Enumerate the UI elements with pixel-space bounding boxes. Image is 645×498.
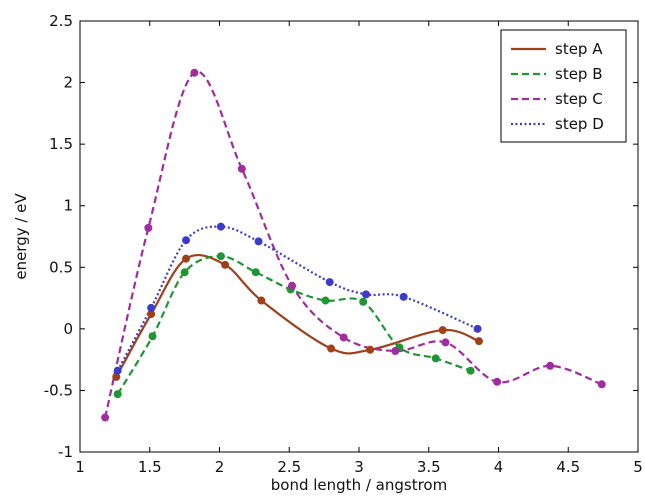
data-point-step-c <box>493 377 502 386</box>
y-tick-label: -1 <box>58 443 73 461</box>
data-point-step-c <box>391 347 400 356</box>
data-point-step-c <box>597 380 606 389</box>
data-point-step-d <box>325 278 334 287</box>
data-point-step-d <box>399 292 408 301</box>
x-tick-label: 3.5 <box>417 458 441 476</box>
y-axis-label: energy / eV <box>12 193 30 280</box>
y-tick-label: 2.5 <box>49 12 73 30</box>
data-point-step-c <box>144 223 153 232</box>
x-tick-label: 3 <box>354 458 364 476</box>
points-layer <box>101 68 606 422</box>
data-point-step-c <box>546 361 555 370</box>
y-tick-label: 1.5 <box>49 135 73 153</box>
data-point-step-a <box>366 345 375 354</box>
data-point-step-b <box>321 296 330 305</box>
data-point-step-c <box>288 281 297 290</box>
data-point-step-c <box>101 413 110 422</box>
data-point-step-d <box>182 236 191 245</box>
data-point-step-a <box>182 254 191 263</box>
data-point-step-d <box>216 222 225 231</box>
axis-ticks: 1 1.5 2 2.5 3 3.5 4 4.5 5 -1 -0.5 0 0.5 1 1.5 2 2.5 <box>44 12 643 476</box>
data-point-step-a <box>112 372 121 381</box>
legend-label-step-a: step A <box>555 40 603 58</box>
y-tick-label: 2 <box>63 74 73 92</box>
data-point-step-a <box>257 296 266 305</box>
data-point-step-d <box>361 290 370 299</box>
data-point-step-a <box>147 310 156 319</box>
data-point-step-b <box>359 297 368 306</box>
data-point-step-c <box>190 68 199 77</box>
data-point-step-d <box>113 366 122 375</box>
data-point-step-c <box>237 164 246 173</box>
legend: step A step B step C step D <box>500 29 627 143</box>
data-point-step-b <box>113 390 122 399</box>
data-point-step-a <box>221 260 230 269</box>
x-tick-label: 2.5 <box>277 458 301 476</box>
y-tick-label: -0.5 <box>44 381 73 399</box>
series-line-step-a <box>115 254 480 378</box>
data-point-step-b <box>431 354 440 363</box>
data-point-step-a <box>438 326 447 335</box>
x-tick-label: 4 <box>494 458 504 476</box>
series-line-step-d <box>116 225 479 372</box>
x-tick-label: 5 <box>633 458 643 476</box>
data-point-step-b <box>180 268 189 277</box>
data-point-step-b <box>216 252 225 261</box>
y-tick-label: 0.5 <box>49 258 73 276</box>
y-tick-label: 1 <box>63 197 73 215</box>
x-tick-label: 1.5 <box>138 458 162 476</box>
legend-label-step-c: step C <box>555 90 603 108</box>
data-point-step-b <box>251 268 260 277</box>
data-point-step-c <box>339 333 348 342</box>
data-point-step-d <box>147 303 156 312</box>
data-point-step-b <box>466 366 475 375</box>
data-point-step-d <box>473 324 482 333</box>
x-tick-label: 1 <box>75 458 85 476</box>
data-point-step-a <box>327 344 336 353</box>
legend-label-step-b: step B <box>555 65 603 83</box>
data-point-step-b <box>148 332 157 341</box>
x-axis-label: bond length / angstrom <box>271 476 447 494</box>
y-tick-label: 0 <box>63 320 73 338</box>
data-point-step-d <box>254 237 263 246</box>
data-point-step-c <box>441 338 450 347</box>
x-tick-label: 2 <box>215 458 225 476</box>
data-point-step-a <box>474 337 483 346</box>
x-tick-label: 4.5 <box>556 458 580 476</box>
legend-label-step-d: step D <box>555 115 604 133</box>
